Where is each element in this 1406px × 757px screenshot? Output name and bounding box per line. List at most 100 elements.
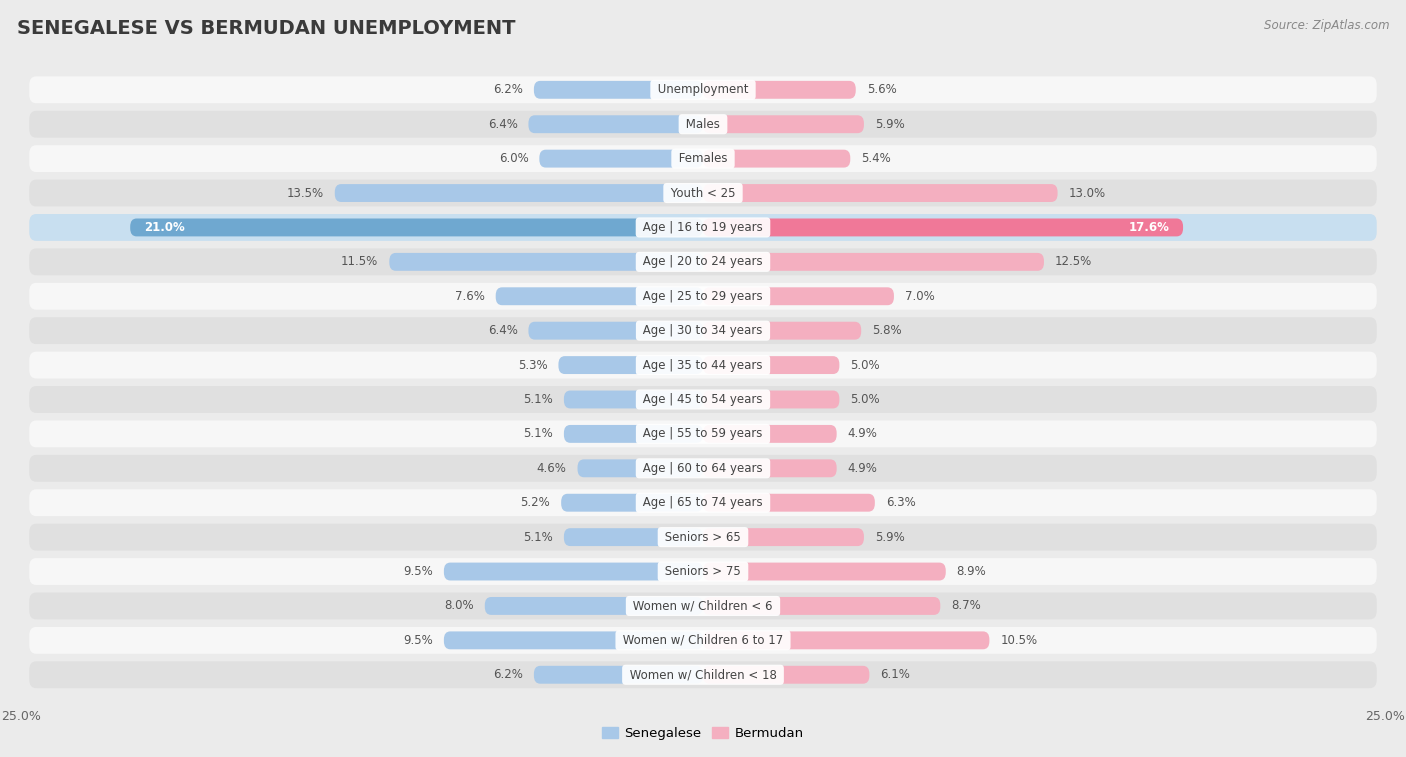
FancyBboxPatch shape <box>529 115 703 133</box>
Text: 6.1%: 6.1% <box>880 668 910 681</box>
Text: 17.6%: 17.6% <box>1129 221 1170 234</box>
Text: Age | 35 to 44 years: Age | 35 to 44 years <box>640 359 766 372</box>
Text: 5.0%: 5.0% <box>851 359 880 372</box>
Text: 6.4%: 6.4% <box>488 118 517 131</box>
Text: Age | 65 to 74 years: Age | 65 to 74 years <box>640 497 766 509</box>
FancyBboxPatch shape <box>703 322 862 340</box>
Text: 9.5%: 9.5% <box>404 565 433 578</box>
Text: 21.0%: 21.0% <box>143 221 184 234</box>
FancyBboxPatch shape <box>30 558 1376 585</box>
FancyBboxPatch shape <box>703 562 946 581</box>
Text: Seniors > 65: Seniors > 65 <box>661 531 745 544</box>
Text: 5.1%: 5.1% <box>523 428 553 441</box>
Text: 5.2%: 5.2% <box>520 497 550 509</box>
FancyBboxPatch shape <box>703 253 1045 271</box>
Text: Age | 45 to 54 years: Age | 45 to 54 years <box>640 393 766 406</box>
Text: Age | 20 to 24 years: Age | 20 to 24 years <box>640 255 766 268</box>
Text: Women w/ Children < 18: Women w/ Children < 18 <box>626 668 780 681</box>
FancyBboxPatch shape <box>703 219 1182 236</box>
Text: Women w/ Children 6 to 17: Women w/ Children 6 to 17 <box>619 634 787 646</box>
Text: 8.9%: 8.9% <box>956 565 987 578</box>
FancyBboxPatch shape <box>485 597 703 615</box>
FancyBboxPatch shape <box>564 528 703 546</box>
FancyBboxPatch shape <box>529 322 703 340</box>
FancyBboxPatch shape <box>703 81 856 98</box>
FancyBboxPatch shape <box>30 420 1376 447</box>
FancyBboxPatch shape <box>30 317 1376 344</box>
Text: 10.5%: 10.5% <box>1000 634 1038 646</box>
FancyBboxPatch shape <box>540 150 703 167</box>
Text: 12.5%: 12.5% <box>1054 255 1092 268</box>
Text: Females: Females <box>675 152 731 165</box>
Text: Age | 55 to 59 years: Age | 55 to 59 years <box>640 428 766 441</box>
FancyBboxPatch shape <box>30 248 1376 276</box>
FancyBboxPatch shape <box>30 489 1376 516</box>
FancyBboxPatch shape <box>703 391 839 409</box>
Text: 5.6%: 5.6% <box>866 83 897 96</box>
Text: 5.3%: 5.3% <box>517 359 547 372</box>
FancyBboxPatch shape <box>534 666 703 684</box>
Text: 5.9%: 5.9% <box>875 118 904 131</box>
Legend: Senegalese, Bermudan: Senegalese, Bermudan <box>598 722 808 746</box>
Text: 6.0%: 6.0% <box>499 152 529 165</box>
FancyBboxPatch shape <box>703 459 837 477</box>
Text: 5.1%: 5.1% <box>523 393 553 406</box>
Text: Age | 30 to 34 years: Age | 30 to 34 years <box>640 324 766 337</box>
Text: 5.4%: 5.4% <box>862 152 891 165</box>
Text: Unemployment: Unemployment <box>654 83 752 96</box>
FancyBboxPatch shape <box>703 666 869 684</box>
Text: Age | 25 to 29 years: Age | 25 to 29 years <box>640 290 766 303</box>
FancyBboxPatch shape <box>703 631 990 650</box>
Text: 9.5%: 9.5% <box>404 634 433 646</box>
FancyBboxPatch shape <box>703 288 894 305</box>
FancyBboxPatch shape <box>30 662 1376 688</box>
Text: Age | 60 to 64 years: Age | 60 to 64 years <box>640 462 766 475</box>
Text: Youth < 25: Youth < 25 <box>666 186 740 200</box>
FancyBboxPatch shape <box>30 524 1376 550</box>
Text: 7.6%: 7.6% <box>456 290 485 303</box>
Text: Women w/ Children < 6: Women w/ Children < 6 <box>630 600 776 612</box>
Text: 13.0%: 13.0% <box>1069 186 1105 200</box>
FancyBboxPatch shape <box>703 115 863 133</box>
FancyBboxPatch shape <box>335 184 703 202</box>
FancyBboxPatch shape <box>703 184 1057 202</box>
Text: 6.4%: 6.4% <box>488 324 517 337</box>
Text: Seniors > 75: Seniors > 75 <box>661 565 745 578</box>
FancyBboxPatch shape <box>30 111 1376 138</box>
FancyBboxPatch shape <box>30 352 1376 378</box>
FancyBboxPatch shape <box>30 76 1376 103</box>
FancyBboxPatch shape <box>30 145 1376 172</box>
Text: SENEGALESE VS BERMUDAN UNEMPLOYMENT: SENEGALESE VS BERMUDAN UNEMPLOYMENT <box>17 19 516 38</box>
Text: 5.1%: 5.1% <box>523 531 553 544</box>
FancyBboxPatch shape <box>30 179 1376 207</box>
Text: 6.2%: 6.2% <box>494 668 523 681</box>
Text: 4.6%: 4.6% <box>537 462 567 475</box>
Text: 5.8%: 5.8% <box>872 324 901 337</box>
FancyBboxPatch shape <box>703 356 839 374</box>
Text: 13.5%: 13.5% <box>287 186 323 200</box>
FancyBboxPatch shape <box>564 425 703 443</box>
FancyBboxPatch shape <box>703 425 837 443</box>
FancyBboxPatch shape <box>30 283 1376 310</box>
Text: Age | 16 to 19 years: Age | 16 to 19 years <box>640 221 766 234</box>
FancyBboxPatch shape <box>561 494 703 512</box>
Text: 7.0%: 7.0% <box>905 290 935 303</box>
FancyBboxPatch shape <box>703 597 941 615</box>
FancyBboxPatch shape <box>703 528 863 546</box>
Text: 4.9%: 4.9% <box>848 428 877 441</box>
FancyBboxPatch shape <box>30 386 1376 413</box>
FancyBboxPatch shape <box>703 150 851 167</box>
Text: 11.5%: 11.5% <box>342 255 378 268</box>
FancyBboxPatch shape <box>564 391 703 409</box>
Text: Source: ZipAtlas.com: Source: ZipAtlas.com <box>1264 19 1389 32</box>
FancyBboxPatch shape <box>30 455 1376 481</box>
FancyBboxPatch shape <box>131 219 703 236</box>
FancyBboxPatch shape <box>389 253 703 271</box>
FancyBboxPatch shape <box>703 494 875 512</box>
FancyBboxPatch shape <box>30 593 1376 619</box>
Text: 5.0%: 5.0% <box>851 393 880 406</box>
FancyBboxPatch shape <box>30 214 1376 241</box>
FancyBboxPatch shape <box>496 288 703 305</box>
Text: 4.9%: 4.9% <box>848 462 877 475</box>
FancyBboxPatch shape <box>444 562 703 581</box>
